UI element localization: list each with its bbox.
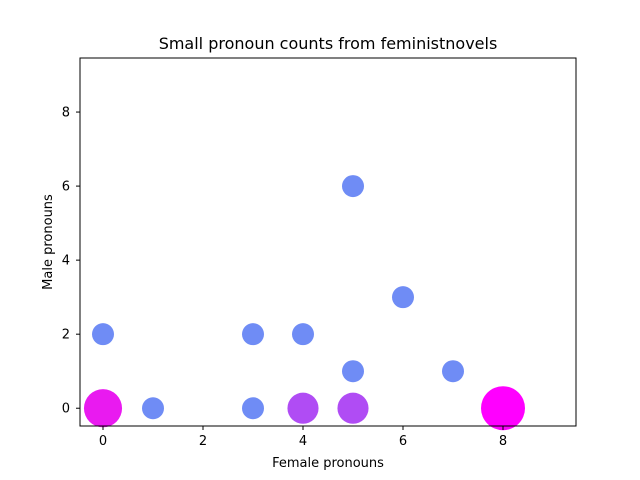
- y-tick-label: 2: [62, 328, 70, 343]
- scatter-point: [442, 360, 464, 383]
- scatter-point: [287, 392, 319, 424]
- x-tick-label: 4: [299, 434, 307, 449]
- x-tick-label: 6: [399, 434, 407, 449]
- scatter-point: [342, 175, 364, 198]
- scatter-point: [242, 397, 264, 420]
- x-tick-label: 0: [99, 434, 107, 449]
- y-tick-label: 6: [62, 180, 70, 195]
- x-axis-title: Female pronouns: [272, 456, 384, 471]
- points-layer: [83, 175, 525, 431]
- scatter-point: [337, 392, 369, 424]
- x-axis: 0 2 4 6 8: [99, 426, 507, 449]
- scatter-point: [481, 386, 525, 431]
- scatter-point: [292, 323, 314, 346]
- scatter-point: [392, 286, 414, 309]
- y-tick-label: 8: [62, 106, 70, 121]
- x-tick-label: 8: [499, 434, 507, 449]
- y-tick-label: 4: [62, 254, 70, 269]
- chart-title: Small pronoun counts from feministnovels: [159, 34, 498, 53]
- y-axis: 0 2 4 6 8: [62, 106, 80, 417]
- plot-frame: [79, 57, 577, 427]
- scatter-point: [242, 323, 264, 346]
- scatter-point: [142, 397, 164, 420]
- scatter-point: [342, 360, 364, 383]
- scatter-point: [92, 323, 114, 346]
- scatter-point: [83, 389, 123, 428]
- y-axis-title: Male pronouns: [41, 194, 56, 290]
- y-tick-label: 0: [62, 402, 70, 417]
- x-tick-label: 2: [199, 434, 207, 449]
